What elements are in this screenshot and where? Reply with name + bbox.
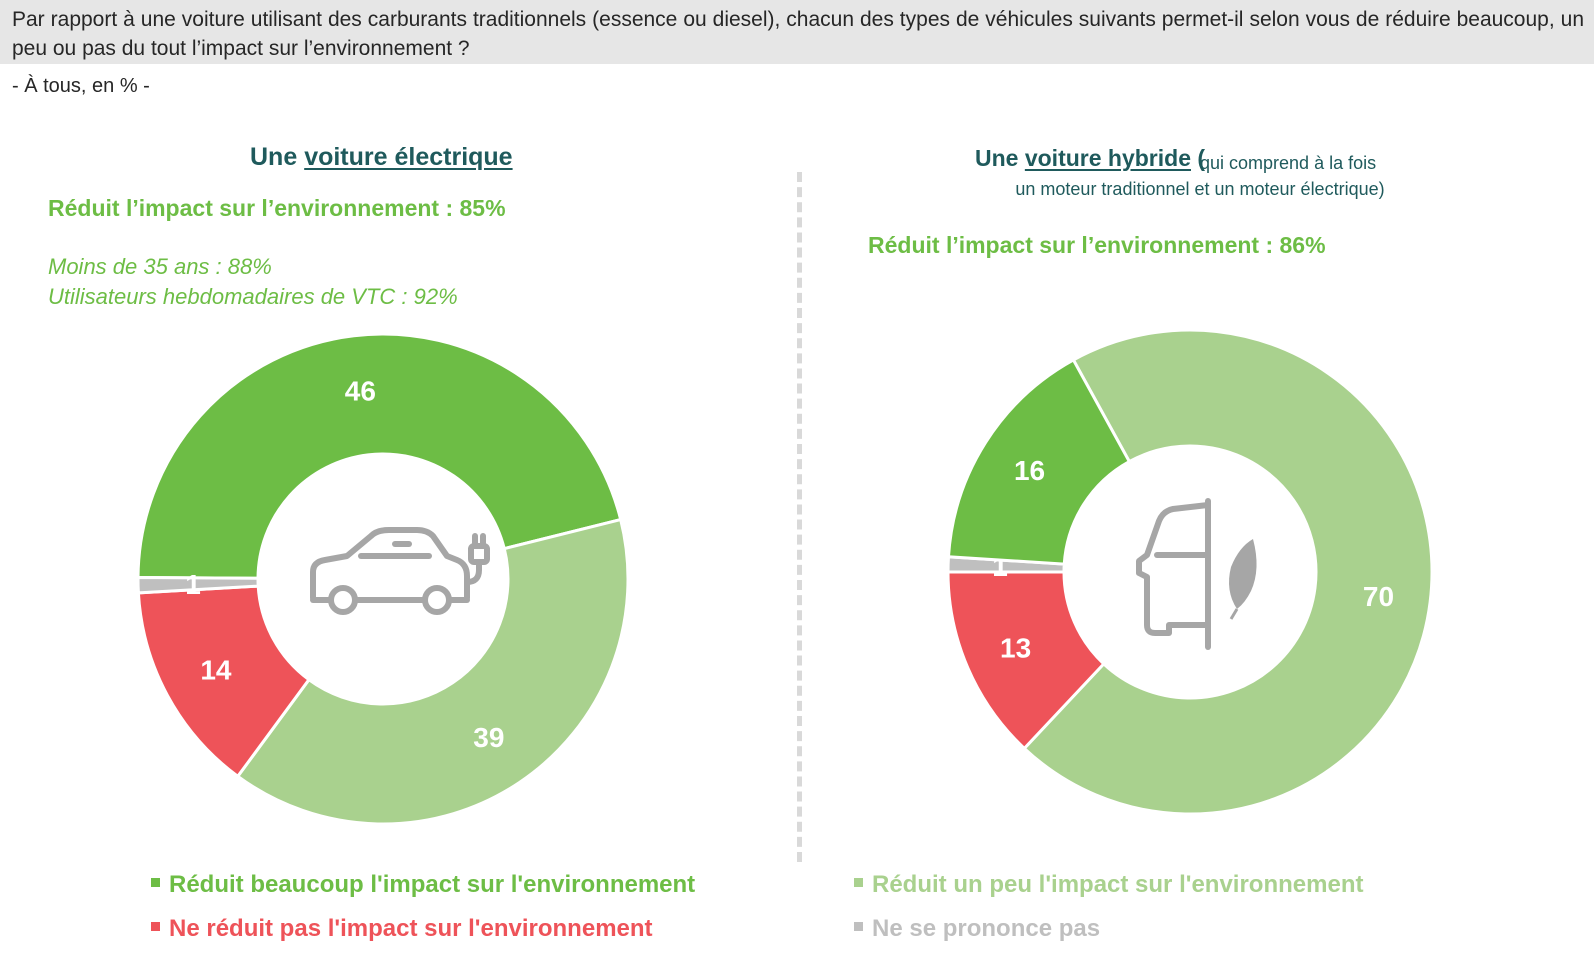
donut-data-label: 1 xyxy=(185,569,201,600)
legend-un-peu: Réduit un peu l'impact sur l'environneme… xyxy=(854,871,1363,899)
donut-slice xyxy=(235,517,630,826)
donut-slice xyxy=(136,584,312,779)
donut-data-label: 39 xyxy=(473,722,504,753)
base-note: - À tous, en % - xyxy=(12,75,150,97)
left-reduit-total: Réduit l’impact sur l’environnement : 85… xyxy=(48,195,506,221)
hybrid-car-leaf-icon xyxy=(1136,498,1257,650)
right-title-underlined: voiture hybride xyxy=(1024,145,1191,171)
legend-label-un-peu: Réduit un peu l'impact sur l'environneme… xyxy=(872,871,1364,898)
right-title-note: qui comprend à la fois xyxy=(1200,150,1440,176)
donut-data-label: 14 xyxy=(200,655,232,686)
left-sub-vtc: Utilisateurs hebdomadaires de VTC : 92% xyxy=(48,284,458,309)
donut-data-label: 70 xyxy=(1363,581,1394,612)
right-chart-title: Une voiture hybride ( xyxy=(975,145,1205,172)
electric-car-icon xyxy=(310,527,490,615)
right-title-prefix: Une xyxy=(975,145,1025,171)
donut-chart-electrique: 46 39 14 1 xyxy=(136,332,630,826)
survey-question: Par rapport à une voiture utilisant des … xyxy=(0,0,1594,64)
donut-data-label: 13 xyxy=(1000,632,1031,663)
donut-slice xyxy=(1022,328,1434,816)
legend-beaucoup: Réduit beaucoup l'impact sur l'environne… xyxy=(151,871,695,899)
legend-pas: Ne réduit pas l'impact sur l'environneme… xyxy=(151,915,653,943)
donut-slice xyxy=(946,357,1132,566)
donut-slice xyxy=(136,575,260,595)
legend-swatch-pas xyxy=(151,922,160,932)
legend-label-beaucoup: Réduit beaucoup l'impact sur l'environne… xyxy=(169,871,696,898)
left-sub-age: Moins de 35 ans : 88% xyxy=(48,254,272,279)
left-title-underlined: voiture électrique xyxy=(304,143,513,171)
donut-data-label: 16 xyxy=(1014,455,1045,486)
legend-swatch-un-peu xyxy=(854,878,863,888)
legend-label-pas: Ne réduit pas l'impact sur l'environneme… xyxy=(169,915,653,942)
legend-swatch-beaucoup xyxy=(151,878,160,888)
legend-nsp: Ne se prononce pas xyxy=(854,915,1100,943)
legend-swatch-nsp xyxy=(854,922,863,932)
right-title-note-line2: un moteur traditionnel et un moteur élec… xyxy=(1015,179,1385,199)
donut-data-label: 46 xyxy=(345,375,376,406)
legend-label-nsp: Ne se prononce pas xyxy=(872,915,1101,942)
left-chart-title: Une voiture électrique xyxy=(250,143,513,172)
right-title-note-2: un moteur traditionnel et un moteur élec… xyxy=(980,176,1420,202)
donut-slice xyxy=(136,332,623,580)
right-title-note-line1: qui comprend à la fois xyxy=(1200,153,1377,173)
chart-divider xyxy=(797,172,802,862)
right-title-paren: ( xyxy=(1197,145,1206,171)
right-reduit-total: Réduit l’impact sur l’environnement : 86… xyxy=(868,232,1326,258)
left-title-prefix: Une xyxy=(250,143,305,171)
